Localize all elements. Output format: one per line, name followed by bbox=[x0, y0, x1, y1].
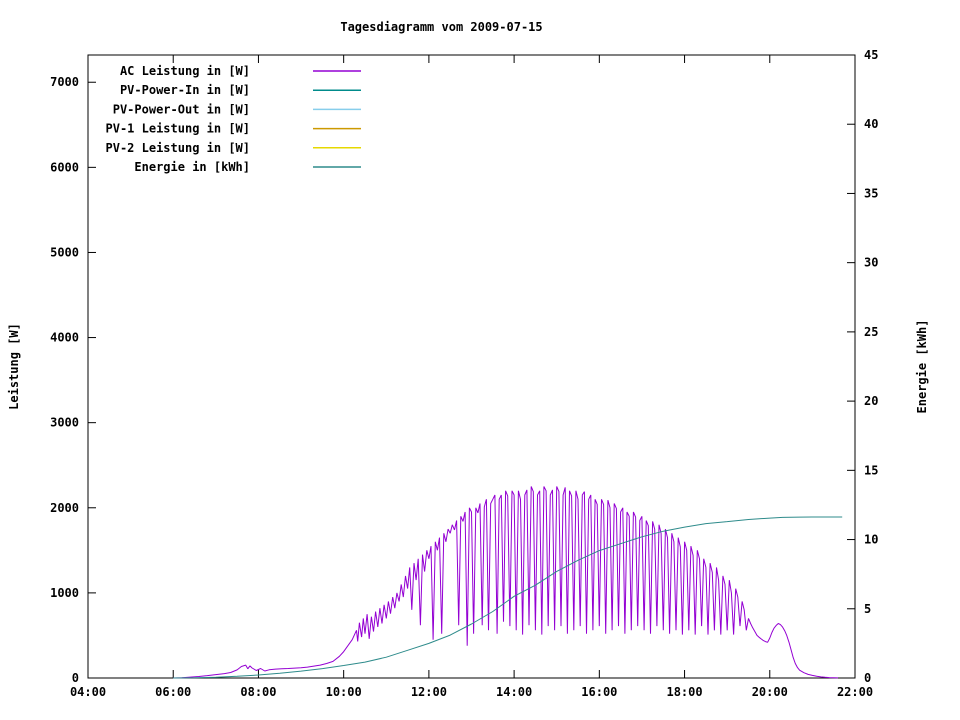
x-tick-label: 20:00 bbox=[752, 685, 788, 699]
legend-label-pv-power-in-in-w: PV-Power-In in [W] bbox=[120, 83, 250, 97]
x-tick-label: 10:00 bbox=[326, 685, 362, 699]
y-right-tick-label: 5 bbox=[864, 602, 871, 616]
x-tick-label: 08:00 bbox=[240, 685, 276, 699]
y-left-tick-label: 7000 bbox=[50, 75, 79, 89]
legend-label-pv-2-leistung-in-w: PV-2 Leistung in [W] bbox=[106, 141, 251, 155]
chart-title: Tagesdiagramm vom 2009-07-15 bbox=[340, 20, 542, 34]
x-tick-label: 16:00 bbox=[581, 685, 617, 699]
legend-label-energie-in-kwh: Energie in [kWh] bbox=[134, 160, 250, 174]
y-right-tick-label: 25 bbox=[864, 325, 878, 339]
x-tick-label: 18:00 bbox=[666, 685, 702, 699]
x-tick-label: 06:00 bbox=[155, 685, 191, 699]
y-right-tick-label: 30 bbox=[864, 256, 878, 270]
legend-label-ac-leistung-in-w: AC Leistung in [W] bbox=[120, 64, 250, 78]
y-right-tick-label: 0 bbox=[864, 671, 871, 685]
y-left-axis-title: Leistung [W] bbox=[7, 323, 21, 410]
y-left-tick-label: 4000 bbox=[50, 331, 79, 345]
y-left-tick-label: 5000 bbox=[50, 245, 79, 259]
y-left-tick-label: 3000 bbox=[50, 416, 79, 430]
plot-border bbox=[87, 54, 856, 679]
y-right-tick-label: 10 bbox=[864, 533, 878, 547]
x-tick-label: 14:00 bbox=[496, 685, 532, 699]
series-line-ac-leistung-in-w bbox=[173, 486, 839, 679]
y-left-tick-label: 6000 bbox=[50, 160, 79, 174]
y-right-tick-label: 15 bbox=[864, 463, 878, 477]
y-right-tick-label: 45 bbox=[864, 48, 878, 62]
legend-label-pv-1-leistung-in-w: PV-1 Leistung in [W] bbox=[106, 122, 251, 136]
x-tick-label: 04:00 bbox=[70, 685, 106, 699]
y-right-tick-label: 35 bbox=[864, 186, 878, 200]
legend-label-pv-power-out-in-w: PV-Power-Out in [W] bbox=[113, 102, 250, 116]
y-right-axis-title: Energie [kWh] bbox=[915, 320, 929, 414]
x-tick-label: 12:00 bbox=[411, 685, 447, 699]
y-left-tick-label: 0 bbox=[72, 671, 79, 685]
y-left-tick-label: 1000 bbox=[50, 586, 79, 600]
y-left-tick-label: 2000 bbox=[50, 501, 79, 515]
y-right-tick-label: 40 bbox=[864, 117, 878, 131]
x-tick-label: 22:00 bbox=[837, 685, 873, 699]
series-line-energie-in-kwh bbox=[173, 516, 843, 679]
y-right-tick-label: 20 bbox=[864, 394, 878, 408]
